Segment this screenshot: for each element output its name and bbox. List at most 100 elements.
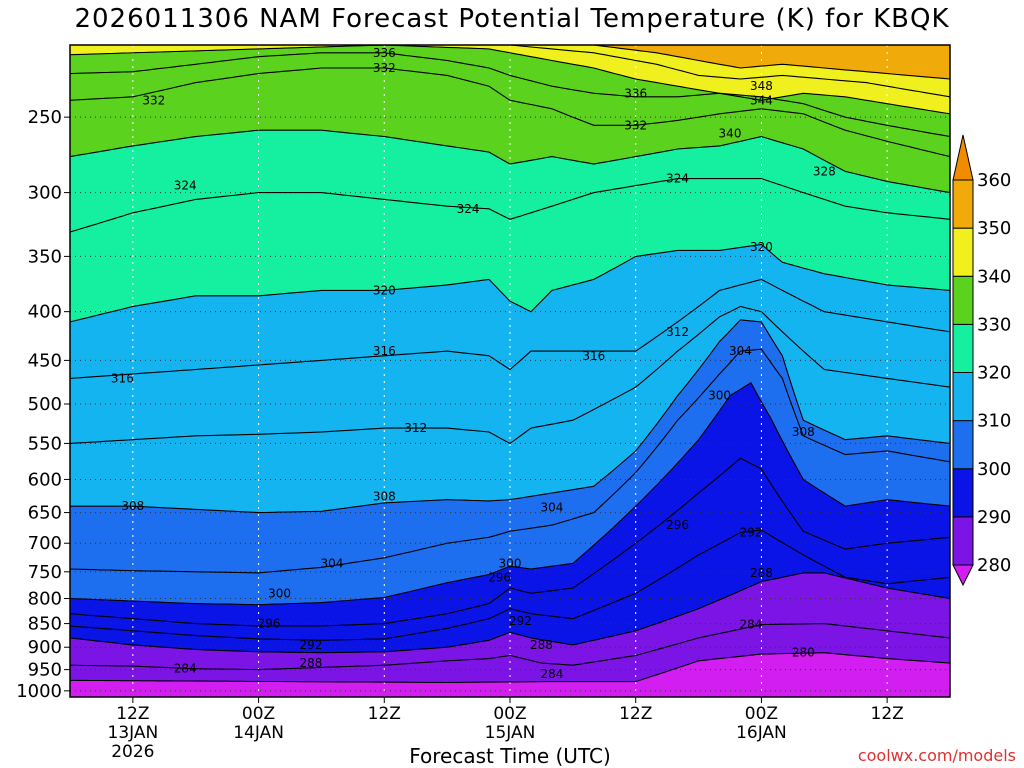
y-tick-label-600: 600 <box>28 469 62 490</box>
contour-316 <box>70 278 950 379</box>
colorbar-swatch-300 <box>952 420 974 470</box>
y-tick-label-850: 850 <box>28 614 62 635</box>
colorbar-swatch-350 <box>952 179 974 229</box>
grid-lines <box>70 45 950 697</box>
y-tick-label-750: 750 <box>28 562 62 583</box>
colorbar-label-330: 330 <box>977 314 1011 335</box>
contour-label-296-2: 296 <box>666 518 689 532</box>
colorbar-swatch-310 <box>952 372 974 422</box>
colorbar-label-360: 360 <box>977 170 1011 191</box>
x-tick-label-66-0: 00Z <box>745 704 778 724</box>
contour-324 <box>70 178 950 233</box>
contour-label-300-2: 300 <box>708 389 731 403</box>
contour-label-296-0: 296 <box>258 617 281 631</box>
colorbar-label-340: 340 <box>977 266 1011 287</box>
contour-label-312-1: 312 <box>666 325 689 339</box>
contour-label-300-1: 300 <box>499 556 522 570</box>
contour-label-336-1: 336 <box>624 86 647 100</box>
colorbar-swatch-340 <box>952 227 974 277</box>
colorbar-extend-bottom <box>952 564 974 587</box>
y-tick-label-700: 700 <box>28 533 62 554</box>
contour-308 <box>70 319 950 514</box>
y-tick-label-1000: 1000 <box>16 681 62 702</box>
contour-label-324-0: 324 <box>174 179 197 193</box>
contour-292 <box>70 529 950 641</box>
contour-label-324-2: 324 <box>666 172 689 186</box>
contour-label-288-0: 288 <box>299 656 322 670</box>
x-tick-label-54-0: 12Z <box>619 704 652 724</box>
contour-label-336-0: 336 <box>373 46 396 60</box>
x-tick-label-66-1: 16JAN <box>736 723 787 743</box>
colorbar-swatch-320 <box>952 323 974 373</box>
y-tick-label-450: 450 <box>28 350 62 371</box>
colorbar-label-350: 350 <box>977 218 1011 239</box>
y-tick-label-250: 250 <box>28 107 62 128</box>
contour-280 <box>70 652 950 684</box>
contour-label-332-1: 332 <box>373 61 396 75</box>
contour-label-348-0: 348 <box>750 79 773 93</box>
contour-label-284-2: 284 <box>739 618 762 632</box>
contour-label-288-2: 288 <box>750 566 773 580</box>
contour-label-292-1: 292 <box>509 614 532 628</box>
contour-label-324-1: 324 <box>457 202 480 216</box>
x-tick-label-78-0: 12Z <box>871 704 904 724</box>
y-tick-label-350: 350 <box>28 246 62 267</box>
colorbar-swatch-290 <box>952 468 974 518</box>
contour-328 <box>70 129 950 194</box>
contour-lines: 3483443403363363323323323283243243243203… <box>70 45 950 684</box>
contour-340 <box>70 45 950 115</box>
source-credit-link[interactable]: coolwx.com/models <box>857 746 1016 765</box>
contour-label-284-1: 284 <box>540 667 563 681</box>
contour-label-292-0: 292 <box>299 638 322 652</box>
y-tick-label-650: 650 <box>28 503 62 524</box>
contour-label-332-2: 332 <box>624 118 647 132</box>
y-tick-label-900: 900 <box>28 637 62 658</box>
contour-label-320-1: 320 <box>750 240 773 254</box>
x-tick-label-6-2: 2026 <box>111 742 154 762</box>
y-tick-label-400: 400 <box>28 302 62 323</box>
contour-300 <box>70 382 950 606</box>
x-tick-label-18-0: 00Z <box>242 704 275 724</box>
y-tick-label-800: 800 <box>28 588 62 609</box>
contour-348 <box>593 45 950 80</box>
contour-304 <box>70 348 950 574</box>
contour-label-304-2: 304 <box>729 344 752 358</box>
contour-label-340-0: 340 <box>719 126 742 140</box>
contour-label-320-0: 320 <box>373 283 396 297</box>
x-tick-label-42-0: 00Z <box>493 704 526 724</box>
y-tick-label-550: 550 <box>28 433 62 454</box>
contour-label-296-1: 296 <box>488 570 511 584</box>
colorbar-label-280: 280 <box>977 555 1011 576</box>
contour-label-280-0: 280 <box>792 646 815 660</box>
contour-label-288-1: 288 <box>530 638 553 652</box>
contour-320 <box>70 243 950 323</box>
colorbar-extend-top <box>952 134 974 181</box>
colorbar-swatch-280 <box>952 516 974 566</box>
y-tick-label-500: 500 <box>28 394 62 415</box>
x-tick-label-42-1: 15JAN <box>485 723 536 743</box>
colorbar-label-320: 320 <box>977 363 1011 384</box>
x-tick-label-6-0: 12Z <box>116 704 149 724</box>
fill-band-280 <box>70 652 950 697</box>
colorbar-label-310: 310 <box>977 411 1011 432</box>
colorbar-label-290: 290 <box>977 507 1011 528</box>
contour-label-284-0: 284 <box>174 662 197 676</box>
y-axis: 250 300 350 400 450 500 550 600 650 700 750 800 8509… <box>16 107 70 702</box>
chart-title: 2026011306 NAM Forecast Potential Temper… <box>74 4 950 34</box>
x-tick-label-6-1: 13JAN <box>108 723 159 743</box>
colorbar-label-300: 300 <box>977 459 1011 480</box>
x-axis-label: Forecast Time (UTC) <box>409 744 611 768</box>
contour-344 <box>509 45 950 98</box>
contour-label-308-2: 308 <box>792 425 815 439</box>
y-tick-label-300: 300 <box>28 183 62 204</box>
x-tick-label-18-1: 14JAN <box>233 723 284 743</box>
contour-296 <box>70 457 950 627</box>
contour-label-292-2: 292 <box>739 525 762 539</box>
x-tick-label-30-0: 12Z <box>368 704 401 724</box>
contour-312 <box>70 305 950 445</box>
contour-332 <box>70 67 950 158</box>
contour-label-332-0: 332 <box>142 93 165 107</box>
contour-label-304-1: 304 <box>540 500 563 514</box>
